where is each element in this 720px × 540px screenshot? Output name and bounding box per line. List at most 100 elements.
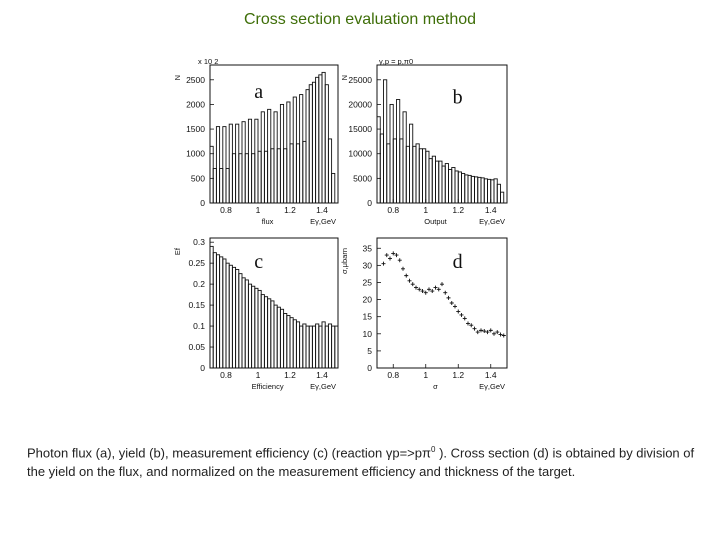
panel-a-scale-note: x 10 2 — [198, 57, 218, 66]
panel-d-point — [462, 316, 467, 321]
panel-b-bin — [396, 99, 401, 204]
panel-a-bin — [321, 71, 326, 204]
panel-a-xtick-label: 1 — [256, 205, 261, 215]
caption-mid: p=>p — [392, 445, 423, 461]
panel-b-bin — [409, 123, 414, 204]
panel-b-bin — [389, 103, 394, 204]
panel-a-bin — [225, 168, 230, 204]
panel-a-bin — [331, 172, 336, 204]
panel-d-letter: d — [453, 251, 463, 273]
panel-c-ytick-label: 0.1 — [193, 321, 205, 331]
panel-a-bin — [302, 140, 307, 204]
panel-a-bin — [241, 121, 246, 204]
panel-d-ytick-label: 20 — [363, 295, 373, 305]
panel-c-bin — [327, 323, 333, 369]
panel-c-bin — [305, 325, 310, 369]
panel-a-xlabel: Eγ,GeV — [310, 217, 336, 226]
panel-b-ytick-label: 15000 — [348, 124, 372, 134]
panel-d-point — [420, 289, 425, 294]
panel-d-xtick-label: 0.8 — [387, 370, 399, 380]
panel-c-bin — [276, 306, 281, 369]
panel-b-ytick-label: 25000 — [348, 75, 372, 85]
panel-d-point — [436, 287, 441, 292]
panel-a-bin — [235, 123, 240, 204]
panel-a-ylabel: N — [173, 75, 182, 80]
panel-c-bin — [295, 321, 301, 369]
panel-d-xlabel: Eγ,GeV — [479, 382, 505, 391]
panel-c-letter: c — [254, 251, 263, 273]
panel-b-bin — [402, 111, 407, 204]
panel-a-bin — [289, 143, 294, 204]
panel-d-point — [381, 261, 386, 266]
panel-a-bin — [244, 153, 249, 204]
panel-b-footer: Output — [424, 217, 447, 226]
panel-d-xtick-label: 1 — [423, 370, 428, 380]
panel-b-bin — [444, 163, 449, 204]
panel-a-bin — [215, 126, 221, 204]
panel-b-xlabel: Eγ,GeV — [479, 217, 505, 226]
panel-b-bin — [418, 148, 423, 204]
panel-d-point — [423, 290, 428, 295]
panel-c-bin — [212, 252, 217, 369]
panel-b-xtick-label: 1.4 — [485, 205, 497, 215]
panel-c-bin — [308, 325, 313, 369]
panel-c-bin — [321, 321, 326, 369]
panel-a-bin — [315, 76, 320, 204]
panel-a-bin — [231, 153, 237, 204]
panel-c-footer: Efficiency — [252, 382, 284, 391]
panel-b-bin — [467, 174, 472, 204]
panel-b-bin — [422, 148, 427, 204]
panel-c-bin — [311, 325, 317, 369]
panel-a-xtick-label: 1.4 — [316, 205, 328, 215]
panel-b-xtick-label: 0.8 — [387, 205, 399, 215]
panel-b-bin — [454, 170, 459, 204]
panel-b-bin — [493, 178, 498, 204]
panel-c-bin — [292, 319, 297, 369]
panel-d-point — [449, 301, 454, 305]
panel-d-point — [495, 330, 500, 335]
panel-c-bin — [247, 283, 253, 369]
panel-d-point — [479, 328, 483, 333]
panel-c-bin — [299, 325, 304, 369]
panel-d-point — [459, 312, 464, 317]
panel-b-bin — [483, 178, 488, 204]
panel-b-bin — [412, 145, 417, 204]
panel-c-bin — [260, 294, 265, 369]
panel-c-bin — [244, 279, 249, 369]
panel-a-bin — [257, 150, 262, 204]
panel-c-bin — [279, 308, 285, 369]
panel-a-ytick-label: 2000 — [186, 99, 205, 109]
panel-b-bin — [383, 79, 388, 204]
panel-b-bin — [474, 176, 479, 204]
panel-b-ytick-label: 10000 — [348, 149, 372, 159]
panel-a-bin — [270, 148, 275, 204]
panel-a-bin — [238, 153, 243, 204]
panel-a-bin — [308, 84, 313, 204]
panel-b-ylabel: N — [340, 75, 349, 80]
panel-d-frame — [376, 237, 508, 369]
panel-c-bin — [289, 317, 294, 369]
panel-c-ytick-label: 0.05 — [188, 342, 205, 352]
panel-d-point — [488, 328, 493, 333]
panel-c-xtick-label: 1.4 — [316, 370, 328, 380]
panel-c-ytick-label: 0.15 — [188, 300, 205, 310]
panel-d-point — [401, 266, 405, 271]
panel-c-xtick-label: 0.8 — [220, 370, 232, 380]
panel-d-point — [394, 253, 399, 258]
panel-b-bin — [487, 178, 492, 204]
panel-c-bin — [228, 264, 233, 369]
panel-a-ytick-label: 1500 — [186, 124, 205, 134]
panel-c-bin — [267, 298, 272, 369]
panel-d-point — [443, 290, 448, 295]
panel-b-xtick-label: 1 — [423, 205, 428, 215]
slide-title: Cross section evaluation method — [243, 11, 477, 28]
panel-b-bin — [441, 165, 446, 204]
panel-b-bin — [464, 174, 469, 204]
panel-c-bin — [219, 256, 224, 369]
panel-a-bin — [260, 111, 265, 204]
panel-b-bin — [457, 171, 462, 204]
panel-d-point — [446, 295, 451, 300]
panel-a-ytick-label: 500 — [191, 173, 205, 183]
panel-d-ytick-label: 10 — [363, 329, 373, 339]
